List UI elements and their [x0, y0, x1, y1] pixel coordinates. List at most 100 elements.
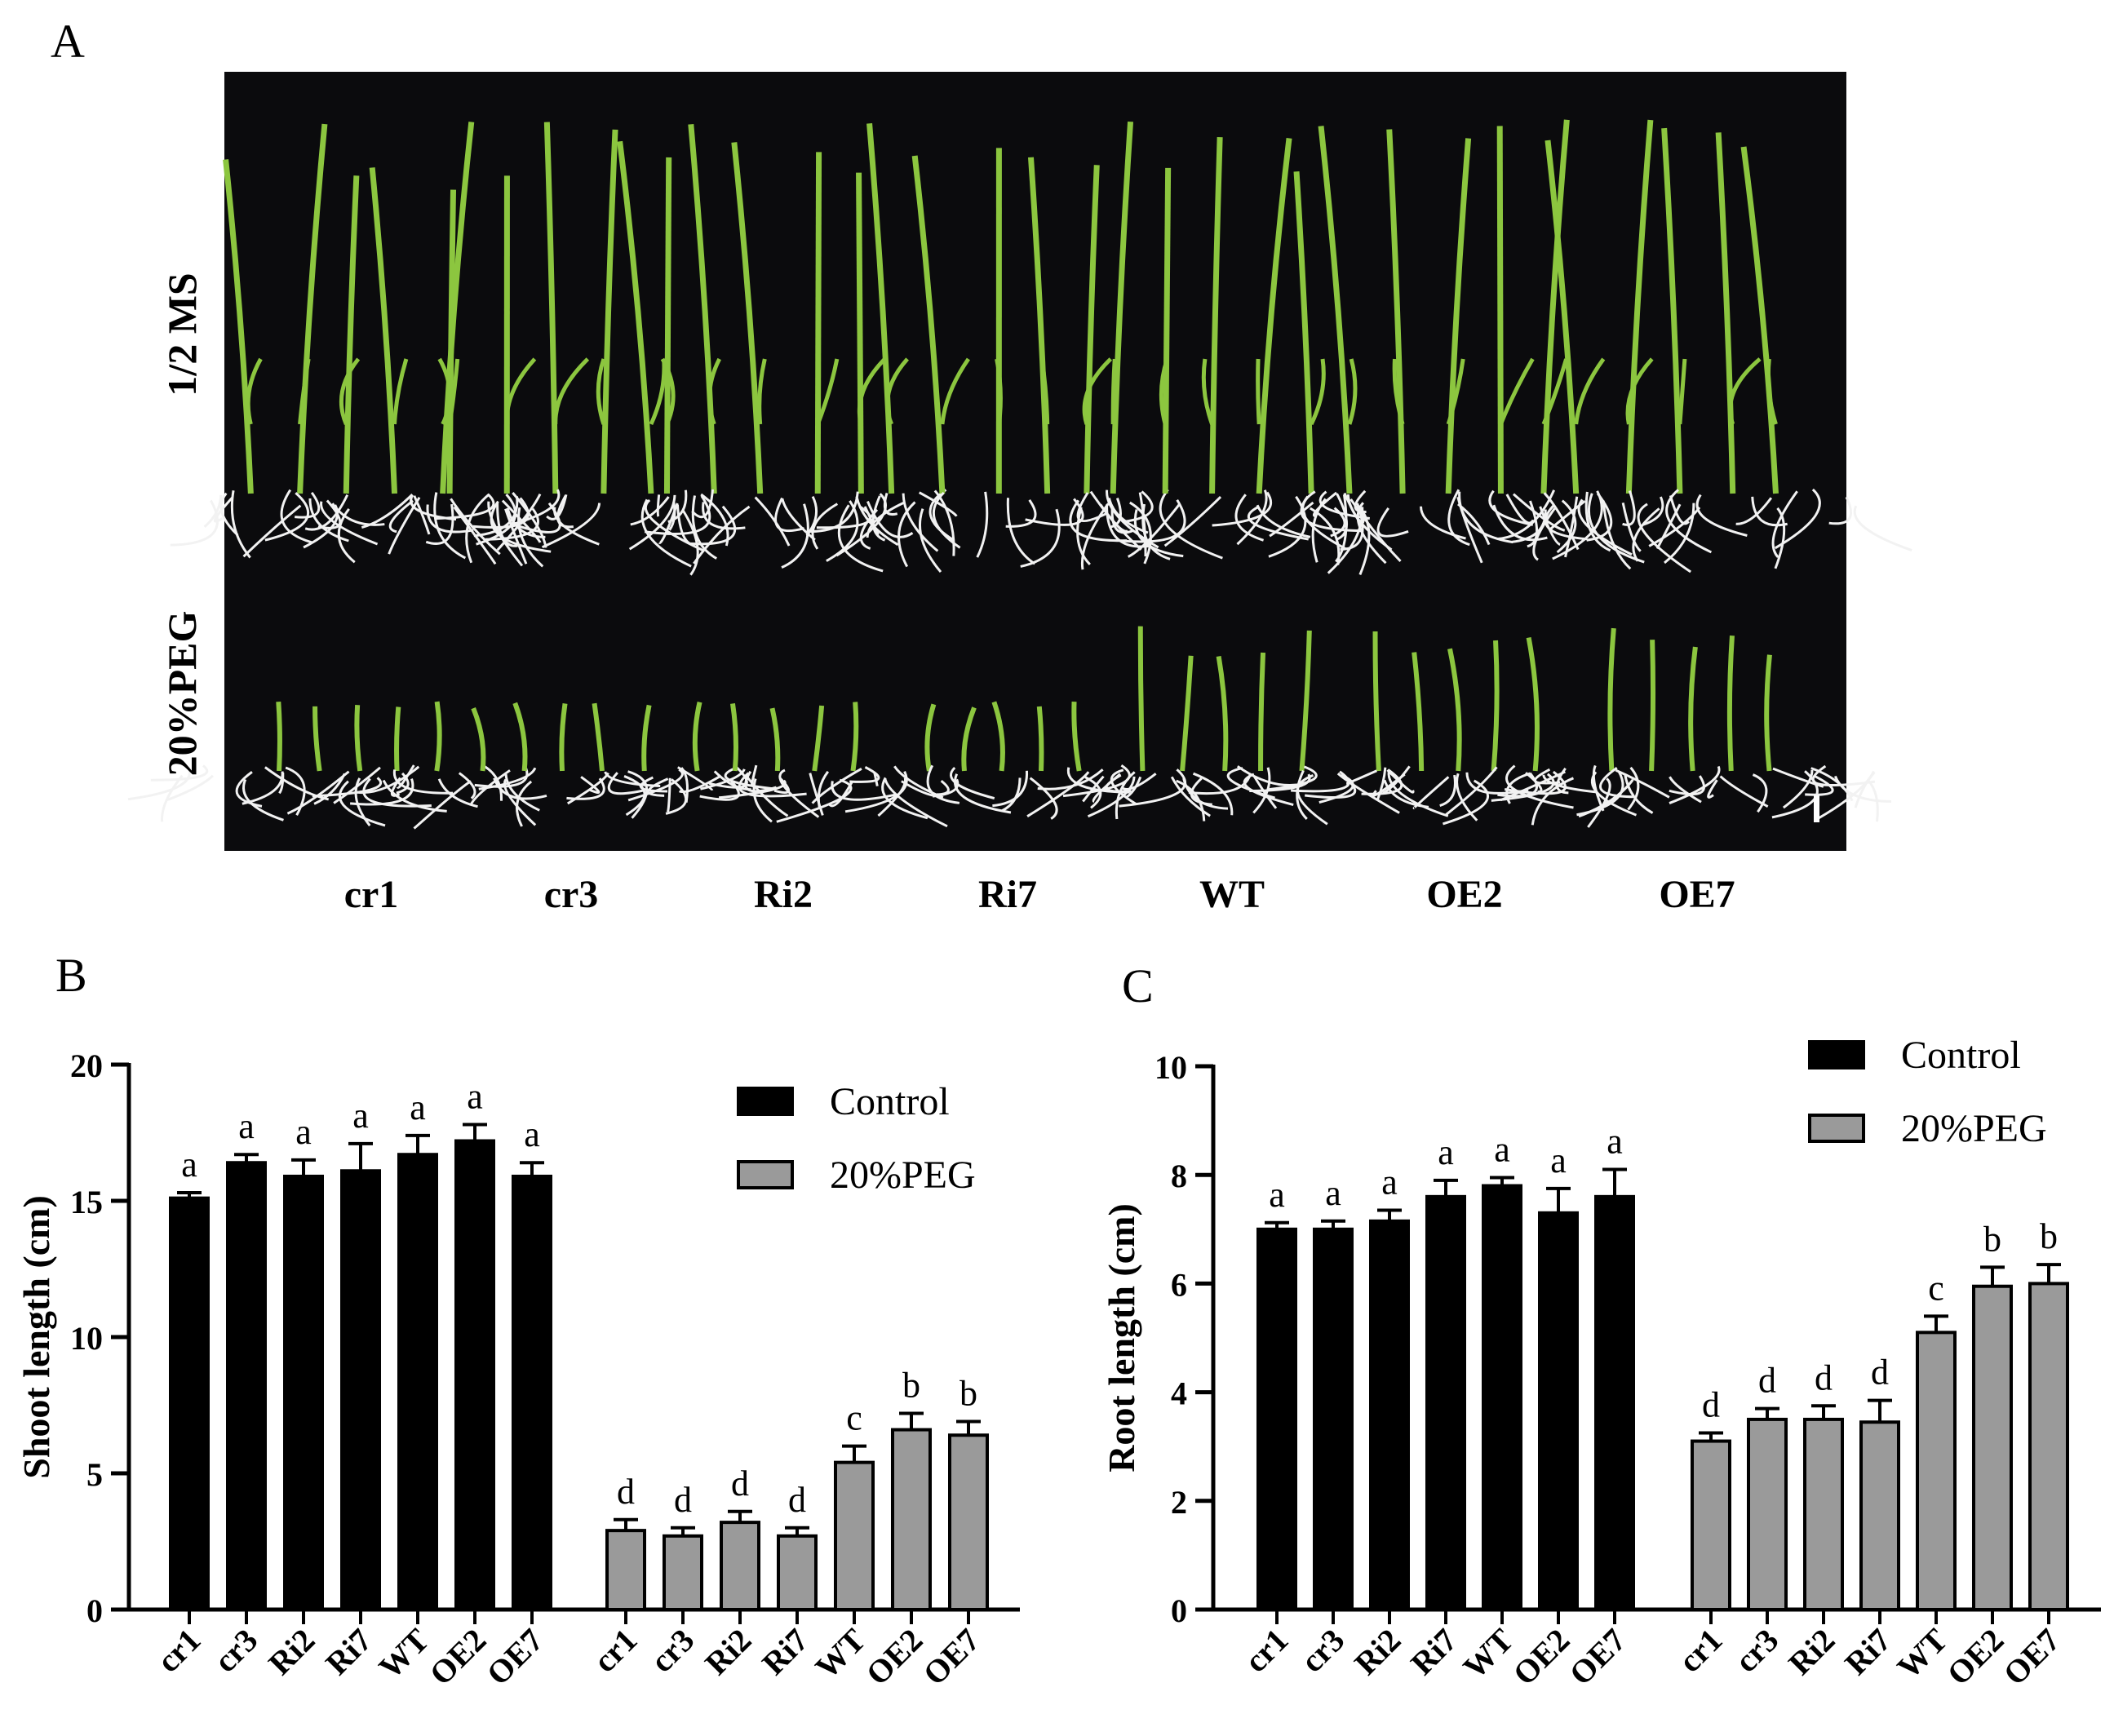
- x-tick-label: Ri2: [261, 1622, 321, 1682]
- panel-a-label: A: [51, 15, 85, 68]
- significance-letter: a: [352, 1096, 369, 1136]
- y-tick-label: 8: [1171, 1158, 1187, 1194]
- significance-letter: d: [788, 1480, 806, 1520]
- significance-letter: d: [1871, 1353, 1889, 1393]
- y-tick-label: 10: [70, 1320, 103, 1357]
- legend-label-Control: Control: [1901, 1034, 2021, 1077]
- x-tick-label: Ri7: [1403, 1622, 1464, 1682]
- legend-swatch-Control: [737, 1087, 794, 1116]
- x-tick-label: cr3: [1293, 1622, 1351, 1680]
- bar-Control-WT: [1482, 1184, 1522, 1611]
- x-tick-label: cr1: [586, 1622, 644, 1680]
- significance-letter: a: [295, 1112, 312, 1152]
- y-tick-label: 0: [86, 1592, 103, 1629]
- bar-Control-cr1: [169, 1196, 210, 1612]
- photo-genotype-labels: cr1 cr3 Ri2 Ri7 WT OE2 OE7: [344, 873, 1735, 916]
- bar-20%PEG-WT: [834, 1460, 875, 1612]
- seedling-drawing: [127, 119, 1912, 830]
- bar-20%PEG-cr3: [1747, 1417, 1788, 1612]
- bar-20%PEG-WT: [1916, 1331, 1957, 1611]
- x-tick-label: Ri2: [1347, 1622, 1407, 1682]
- significance-letter: a: [1269, 1175, 1285, 1215]
- significance-letter: b: [1983, 1219, 2001, 1259]
- bar-20%PEG-Ri2: [720, 1521, 760, 1611]
- photo-genotype-OE7: OE7: [1659, 873, 1735, 916]
- root-length-chart: 0 2 4 6 8 10 Root length (cm) a cr1 a cr3 a Ri2 a Ri7 a…: [1101, 1034, 2101, 1692]
- legend-swatch-20%PEG: [737, 1160, 794, 1189]
- y-tick-label: 10: [1155, 1049, 1187, 1086]
- x-tick-label: OE7: [1997, 1622, 2067, 1693]
- y-tick-label: 20: [70, 1047, 103, 1084]
- legend-label-Control: Control: [830, 1080, 950, 1123]
- significance-letter: a: [1550, 1140, 1567, 1180]
- x-tick-label: WT: [1456, 1621, 1520, 1685]
- significance-letter: a: [181, 1145, 197, 1185]
- bar-Control-Ri2: [1369, 1219, 1410, 1612]
- x-tick-label: OE2: [1940, 1622, 2011, 1693]
- panel-b-label: B: [55, 949, 87, 1002]
- x-tick-label: Ri2: [1781, 1622, 1841, 1682]
- bar-20%PEG-cr1: [1691, 1439, 1731, 1612]
- bar-20%PEG-OE7: [948, 1433, 989, 1611]
- x-tick-label: cr3: [643, 1622, 701, 1680]
- bar-Control-cr3: [226, 1161, 267, 1611]
- y-tick-label: 5: [86, 1456, 103, 1493]
- photo-genotype-OE2: OE2: [1426, 873, 1502, 916]
- significance-letter: a: [410, 1087, 426, 1127]
- row-label-half-ms: 1/2 MS: [159, 272, 205, 396]
- bar-20%PEG-OE7: [2028, 1282, 2069, 1612]
- photo-genotype-Ri7: Ri7: [978, 873, 1037, 916]
- row-label-peg: 20%PEG: [159, 611, 205, 777]
- bar-20%PEG-OE2: [891, 1428, 932, 1612]
- panel-c-label: C: [1122, 959, 1154, 1012]
- significance-letter: d: [1758, 1361, 1776, 1401]
- legend-swatch-20%PEG: [1808, 1114, 1865, 1143]
- significance-letter: d: [674, 1480, 692, 1520]
- x-tick-label: WT: [371, 1621, 436, 1685]
- x-tick-label: OE2: [1506, 1622, 1577, 1693]
- significance-letter: a: [1325, 1173, 1341, 1213]
- significance-letter: b: [2040, 1216, 2058, 1256]
- significance-letter: b: [959, 1374, 977, 1414]
- legend-swatch-Control: [1808, 1040, 1865, 1070]
- y-axis-label: Shoot length (cm): [16, 1195, 57, 1479]
- legend-label-20%PEG: 20%PEG: [830, 1154, 976, 1197]
- y-tick-label: 2: [1171, 1484, 1187, 1521]
- bar-Control-Ri2: [283, 1174, 324, 1611]
- scale-bar: [1814, 795, 1819, 822]
- x-tick-label: OE2: [859, 1622, 930, 1693]
- significance-letter: a: [1607, 1122, 1623, 1162]
- bar-20%PEG-Ri7: [777, 1534, 818, 1611]
- x-tick-label: cr1: [1671, 1622, 1729, 1680]
- significance-letter: c: [846, 1398, 862, 1438]
- significance-letter: a: [524, 1114, 540, 1154]
- bar-20%PEG-Ri7: [1859, 1420, 1900, 1611]
- x-tick-label: WT: [808, 1621, 872, 1685]
- photo-genotype-cr3: cr3: [544, 873, 599, 916]
- significance-letter: d: [731, 1464, 749, 1504]
- significance-letter: a: [1438, 1132, 1454, 1172]
- x-tick-label: OE7: [480, 1622, 551, 1693]
- legend-label-20%PEG: 20%PEG: [1901, 1107, 2047, 1150]
- x-tick-label: cr1: [1237, 1622, 1295, 1680]
- y-axis-label: Root length (cm): [1101, 1203, 1142, 1472]
- photo-genotype-cr1: cr1: [344, 873, 399, 916]
- shoot-length-chart: 0 5 10 15 20 Shoot length (cm) a cr1 a cr3 a Ri2 a Ri…: [16, 1047, 1020, 1692]
- photo-genotype-Ri2: Ri2: [754, 873, 813, 916]
- bar-Control-OE2: [1538, 1211, 1579, 1611]
- x-tick-label: cr3: [1727, 1622, 1785, 1680]
- x-tick-label: OE2: [423, 1622, 494, 1693]
- bar-20%PEG-cr3: [663, 1534, 703, 1611]
- x-tick-label: Ri7: [318, 1622, 379, 1682]
- significance-letter: c: [1928, 1268, 1944, 1308]
- bar-20%PEG-OE2: [1972, 1284, 2013, 1611]
- bar-Control-cr1: [1256, 1227, 1297, 1612]
- x-tick-label: Ri7: [1837, 1622, 1898, 1682]
- bar-Control-cr3: [1313, 1227, 1354, 1612]
- x-tick-label: OE7: [916, 1622, 987, 1693]
- y-tick-label: 6: [1171, 1266, 1187, 1303]
- bar-Control-Ri7: [340, 1169, 381, 1611]
- bar-Control-OE7: [1594, 1194, 1635, 1611]
- significance-letter: d: [1815, 1357, 1833, 1397]
